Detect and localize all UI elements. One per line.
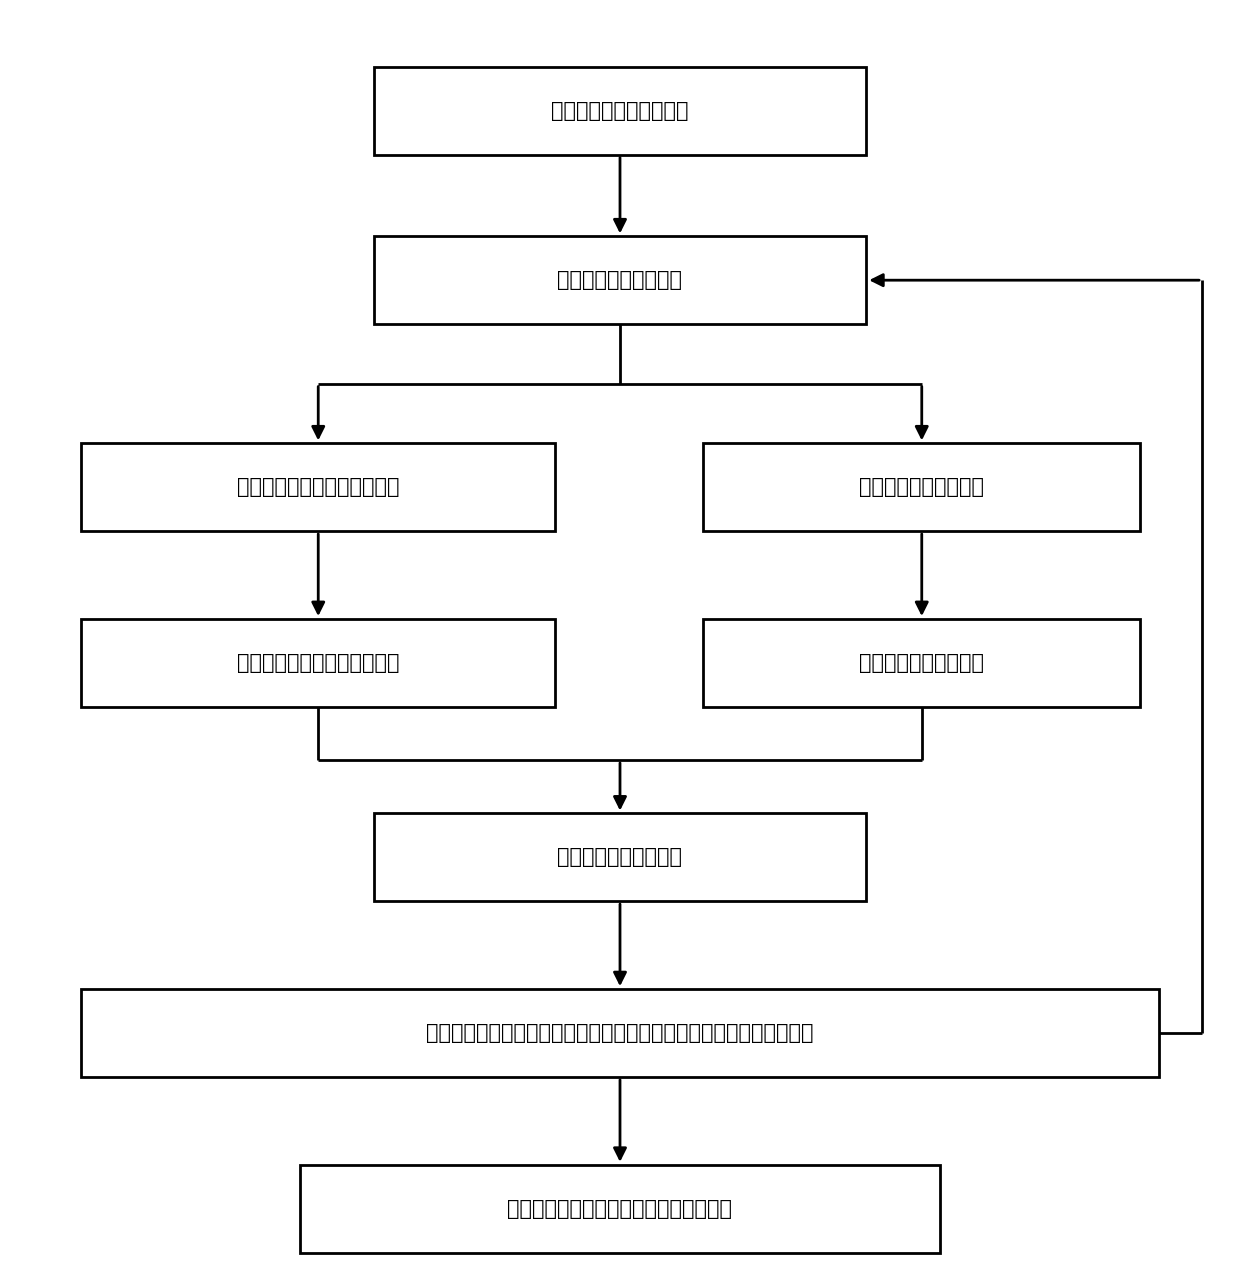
- Bar: [81, 619, 556, 707]
- Text: 建立二次多项式滑料板疲劳寿命计算模型: 建立二次多项式滑料板疲劳寿命计算模型: [507, 1199, 733, 1219]
- Bar: [703, 443, 1141, 532]
- Bar: [703, 619, 1141, 707]
- Text: 吸料和排料工况动态强度计算: 吸料和排料工况动态强度计算: [237, 477, 399, 498]
- Text: 若干组不同物料密度、滑料板倾斜角、行驶里程的滑料板疲劳寿命计算: 若干组不同物料密度、滑料板倾斜角、行驶里程的滑料板疲劳寿命计算: [427, 1023, 813, 1043]
- Text: 行驶工况动态强度计算: 行驶工况动态强度计算: [859, 477, 985, 498]
- Text: 建立滑料板几何实体模型: 建立滑料板几何实体模型: [552, 101, 688, 121]
- Bar: [81, 989, 1159, 1077]
- Bar: [300, 1164, 940, 1253]
- Bar: [81, 443, 556, 532]
- Text: 吸料和排料工况疲劳寿命计算: 吸料和排料工况疲劳寿命计算: [237, 653, 399, 673]
- Text: 建立滑料板有限元模型: 建立滑料板有限元模型: [558, 270, 682, 290]
- Bar: [373, 236, 867, 325]
- Bar: [373, 67, 867, 155]
- Text: 行驶工况疲劳寿命计算: 行驶工况疲劳寿命计算: [859, 653, 985, 673]
- Bar: [373, 813, 867, 902]
- Text: 滑料板总疲劳寿命计算: 滑料板总疲劳寿命计算: [558, 847, 682, 868]
